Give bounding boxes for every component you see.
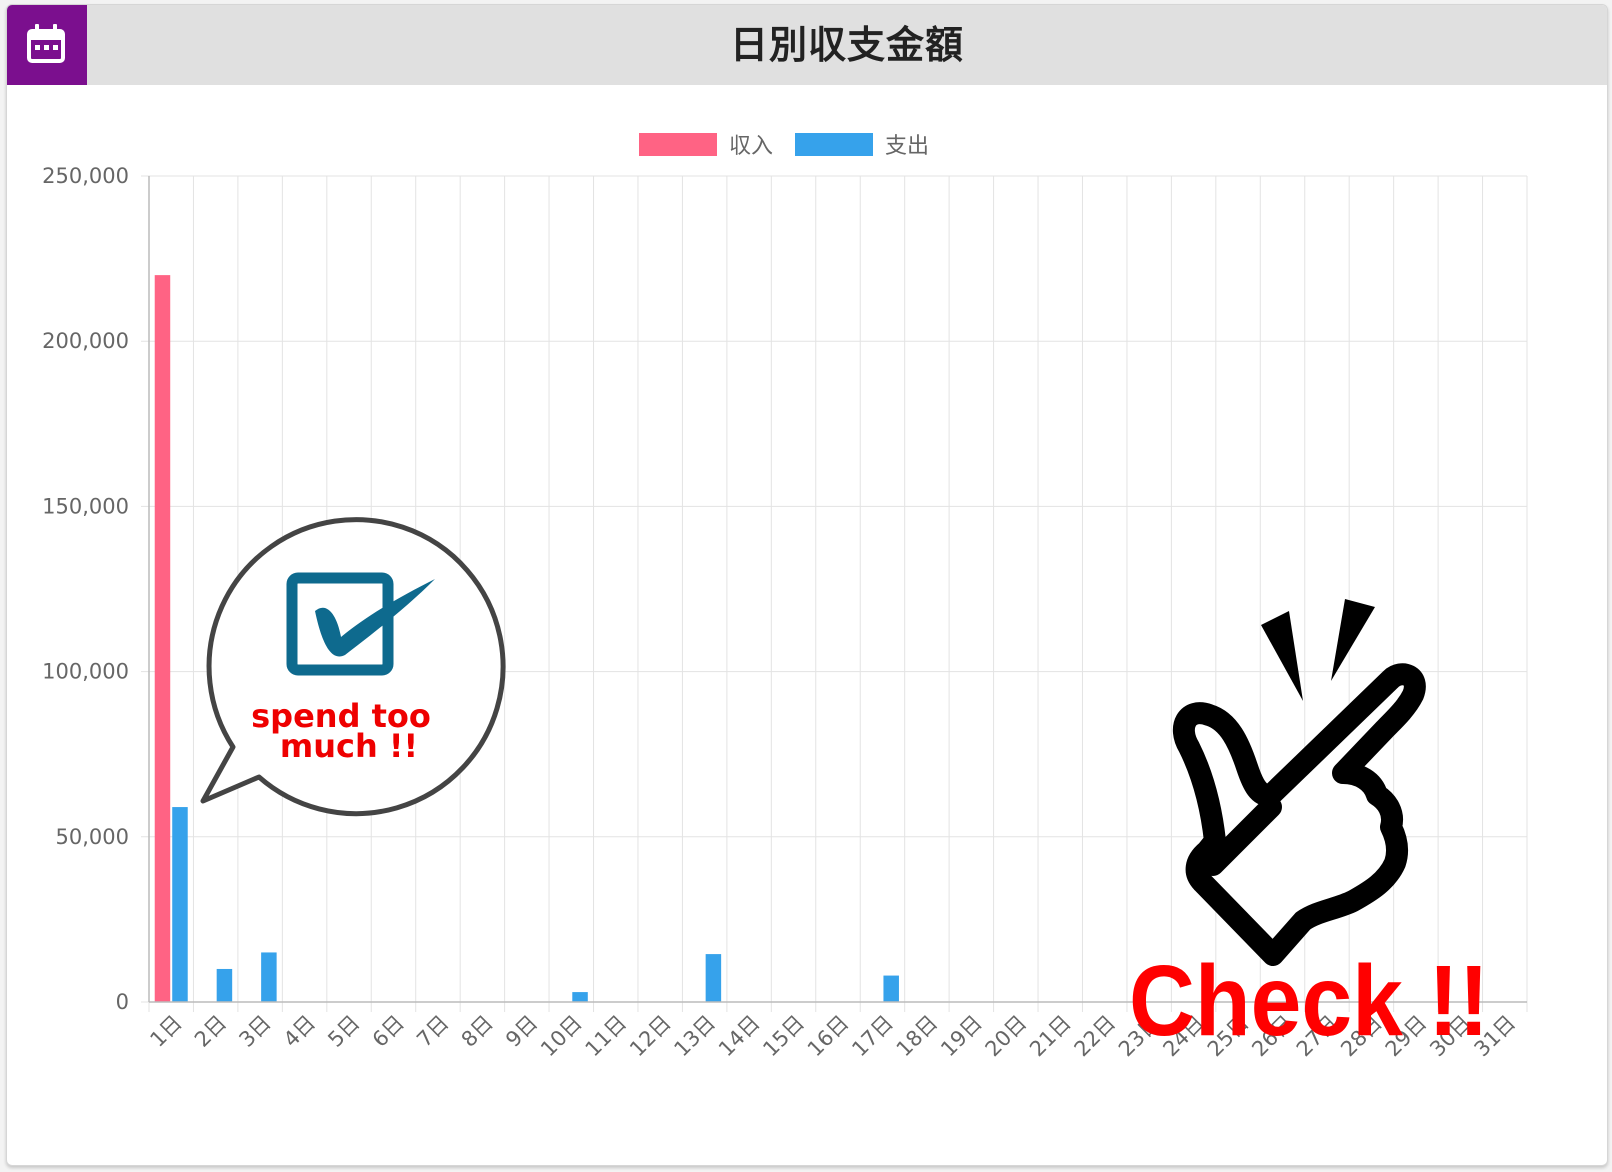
page-title: 日別収支金額 [729, 23, 964, 67]
y-tick-label: 100,000 [42, 660, 129, 684]
x-tick-label: 19日 [936, 1011, 987, 1062]
bubble-text-line1: spend too [251, 697, 431, 735]
income-bar-day-1 [154, 275, 171, 1002]
y-tick-label: 150,000 [42, 494, 129, 518]
finger-snap-icon [1172, 599, 1426, 966]
expense-bar-day-10 [572, 992, 588, 1002]
x-tick-label: 20日 [981, 1011, 1032, 1062]
calendar-icon-box [7, 5, 87, 85]
x-tick-label: 12日 [625, 1011, 676, 1062]
chart-card: 日別収支金額 0 50,000 100,000 150,000 200,000 250,0… [6, 4, 1608, 1166]
legend-swatch [795, 133, 873, 156]
x-tick-label: 10日 [536, 1011, 587, 1062]
expense-bar-day-1 [172, 807, 188, 1002]
expense-bar-day-3 [261, 952, 277, 1002]
x-tick-label: 1日 [145, 1011, 186, 1052]
bubble-text-line2: much !! [280, 727, 418, 765]
expense-bar-day-2 [216, 968, 233, 1002]
x-tick-label: 8日 [457, 1011, 498, 1052]
bars [154, 275, 899, 1002]
y-tick-label: 200,000 [42, 329, 129, 353]
card-header: 日別収支金額 [7, 5, 1607, 85]
x-tick-label: 13日 [669, 1011, 720, 1062]
calendar-icon [27, 24, 65, 63]
bar-chart: 0 50,000 100,000 150,000 200,000 250,000 1日 2日 3… [42, 133, 1528, 1062]
x-tick-label: 22日 [1070, 1011, 1121, 1062]
x-tick-label: 5日 [323, 1011, 364, 1052]
x-tick-label: 17日 [847, 1011, 898, 1062]
y-tick-label: 250,000 [42, 164, 129, 188]
x-tick-label: 6日 [368, 1011, 409, 1052]
x-tick-label: 3日 [234, 1011, 275, 1052]
expense-bar-day-13 [705, 954, 722, 1002]
y-tick-label: 50,000 [56, 825, 129, 849]
x-tick-label: 11日 [581, 1011, 632, 1062]
y-tick-label: 0 [116, 990, 129, 1014]
legend: 収入 支出 [639, 133, 929, 159]
legend-label: 収入 [729, 134, 773, 159]
checkbox-icon [286, 572, 435, 676]
x-tick-label: 15日 [758, 1011, 809, 1062]
expense-bar-day-17 [883, 975, 899, 1002]
legend-swatch [639, 133, 717, 156]
x-tick-label: 21日 [1025, 1011, 1076, 1062]
x-tick-label: 2日 [190, 1011, 231, 1052]
x-tick-label: 14日 [714, 1011, 765, 1062]
x-tick-label: 16日 [803, 1011, 854, 1062]
check-text: Check !! [1129, 945, 1489, 1057]
x-tick-label: 4日 [279, 1011, 320, 1052]
legend-label: 支出 [885, 134, 929, 159]
x-tick-label: 18日 [892, 1011, 943, 1062]
speech-bubble: spend too much !! [200, 517, 506, 817]
x-tick-label: 7日 [412, 1011, 453, 1052]
